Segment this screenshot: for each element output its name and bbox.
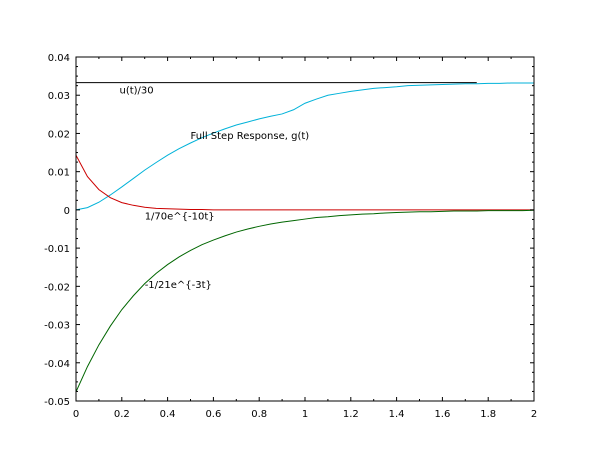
x-tick-label: 0.8 xyxy=(251,409,267,420)
y-tick-label: 0.03 xyxy=(48,91,70,102)
y-tick-label: -0.03 xyxy=(44,321,70,332)
x-tick-label: 0.2 xyxy=(114,409,130,420)
x-tick-label: 1.2 xyxy=(343,409,359,420)
x-tick-label: 0 xyxy=(73,409,79,420)
annotation-label: Full Step Response, g(t) xyxy=(191,131,310,142)
annotation-layer: u(t)/30 Full Step Response, g(t) 1/70e^{-1… xyxy=(120,85,310,291)
x-tick-label: 0.6 xyxy=(205,409,221,420)
series-layer xyxy=(75,82,535,393)
x-tick-label: 1 xyxy=(302,409,308,420)
x-tick-label: 1.4 xyxy=(389,409,405,420)
y-tick-label: 0.01 xyxy=(48,168,70,179)
series-line-3 xyxy=(75,209,535,393)
x-tick-label: 1.6 xyxy=(434,409,450,420)
y-tick-label: 0 xyxy=(64,206,70,217)
tick-layer: 0 0.2 0.4 0.6 0.8 1 1.2 1.4 1.6 1.8 2 -0.05 -0.04 -0.… xyxy=(44,53,537,420)
annotation-label: -1/21e^{-3t} xyxy=(145,280,212,291)
series-line-2 xyxy=(75,154,534,211)
x-tick-label: 2 xyxy=(531,409,537,420)
y-tick-label: -0.04 xyxy=(44,359,70,370)
y-tick-label: 0.02 xyxy=(48,129,70,140)
x-tick-label: 1.8 xyxy=(480,409,496,420)
series-line-1 xyxy=(75,82,534,211)
annotation-label: 1/70e^{-10t} xyxy=(145,211,215,222)
x-tick-label: 0.4 xyxy=(160,409,176,420)
y-tick-label: -0.02 xyxy=(44,282,70,293)
y-tick-label: -0.05 xyxy=(44,397,70,408)
y-tick-label: 0.04 xyxy=(48,53,70,64)
annotation-label: u(t)/30 xyxy=(120,85,154,96)
y-tick-label: -0.01 xyxy=(44,244,70,255)
